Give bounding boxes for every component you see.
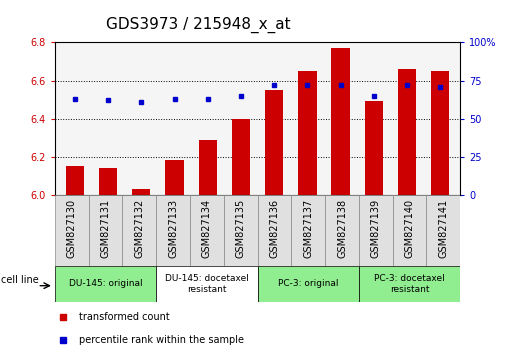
Bar (426, 195, 460, 266)
Text: GSM827140: GSM827140 (405, 199, 415, 258)
Bar (199, 139, 217, 195)
Bar (365, 102, 383, 195)
Text: percentile rank within the sample: percentile rank within the sample (79, 335, 244, 345)
Text: GSM827132: GSM827132 (134, 199, 144, 258)
Bar (55, 266, 156, 302)
Bar (393, 195, 426, 266)
Text: GSM827136: GSM827136 (269, 199, 279, 258)
Text: GSM827131: GSM827131 (100, 199, 110, 258)
Bar (232, 119, 250, 195)
Bar (257, 195, 291, 266)
Bar (359, 195, 393, 266)
Bar (257, 266, 359, 302)
Bar (398, 69, 416, 195)
Bar (190, 195, 224, 266)
Text: GSM827134: GSM827134 (202, 199, 212, 258)
Bar (156, 195, 190, 266)
Text: GSM827138: GSM827138 (337, 199, 347, 258)
Text: GSM827141: GSM827141 (438, 199, 448, 258)
Text: PC-3: docetaxel
resistant: PC-3: docetaxel resistant (374, 274, 445, 293)
Text: GSM827130: GSM827130 (67, 199, 77, 258)
Bar (132, 189, 151, 195)
Bar (359, 266, 460, 302)
Bar (156, 266, 257, 302)
Text: DU-145: docetaxel
resistant: DU-145: docetaxel resistant (165, 274, 249, 293)
Bar (165, 160, 184, 195)
Text: DU-145: original: DU-145: original (69, 279, 142, 289)
Bar (89, 195, 122, 266)
Bar (298, 71, 316, 195)
Bar (224, 195, 257, 266)
Bar (325, 195, 359, 266)
Text: transformed count: transformed count (79, 312, 170, 322)
Text: GSM827133: GSM827133 (168, 199, 178, 258)
Bar (332, 48, 350, 195)
Text: PC-3: original: PC-3: original (278, 279, 338, 289)
Bar (55, 195, 89, 266)
Text: GDS3973 / 215948_x_at: GDS3973 / 215948_x_at (106, 17, 291, 33)
Text: GSM827139: GSM827139 (371, 199, 381, 258)
Text: GSM827135: GSM827135 (236, 199, 246, 258)
Bar (291, 195, 325, 266)
Bar (265, 90, 283, 195)
Bar (431, 71, 449, 195)
Text: cell line: cell line (1, 275, 39, 285)
Bar (122, 195, 156, 266)
Bar (99, 168, 117, 195)
Bar (66, 166, 84, 195)
Text: GSM827137: GSM827137 (303, 199, 313, 258)
